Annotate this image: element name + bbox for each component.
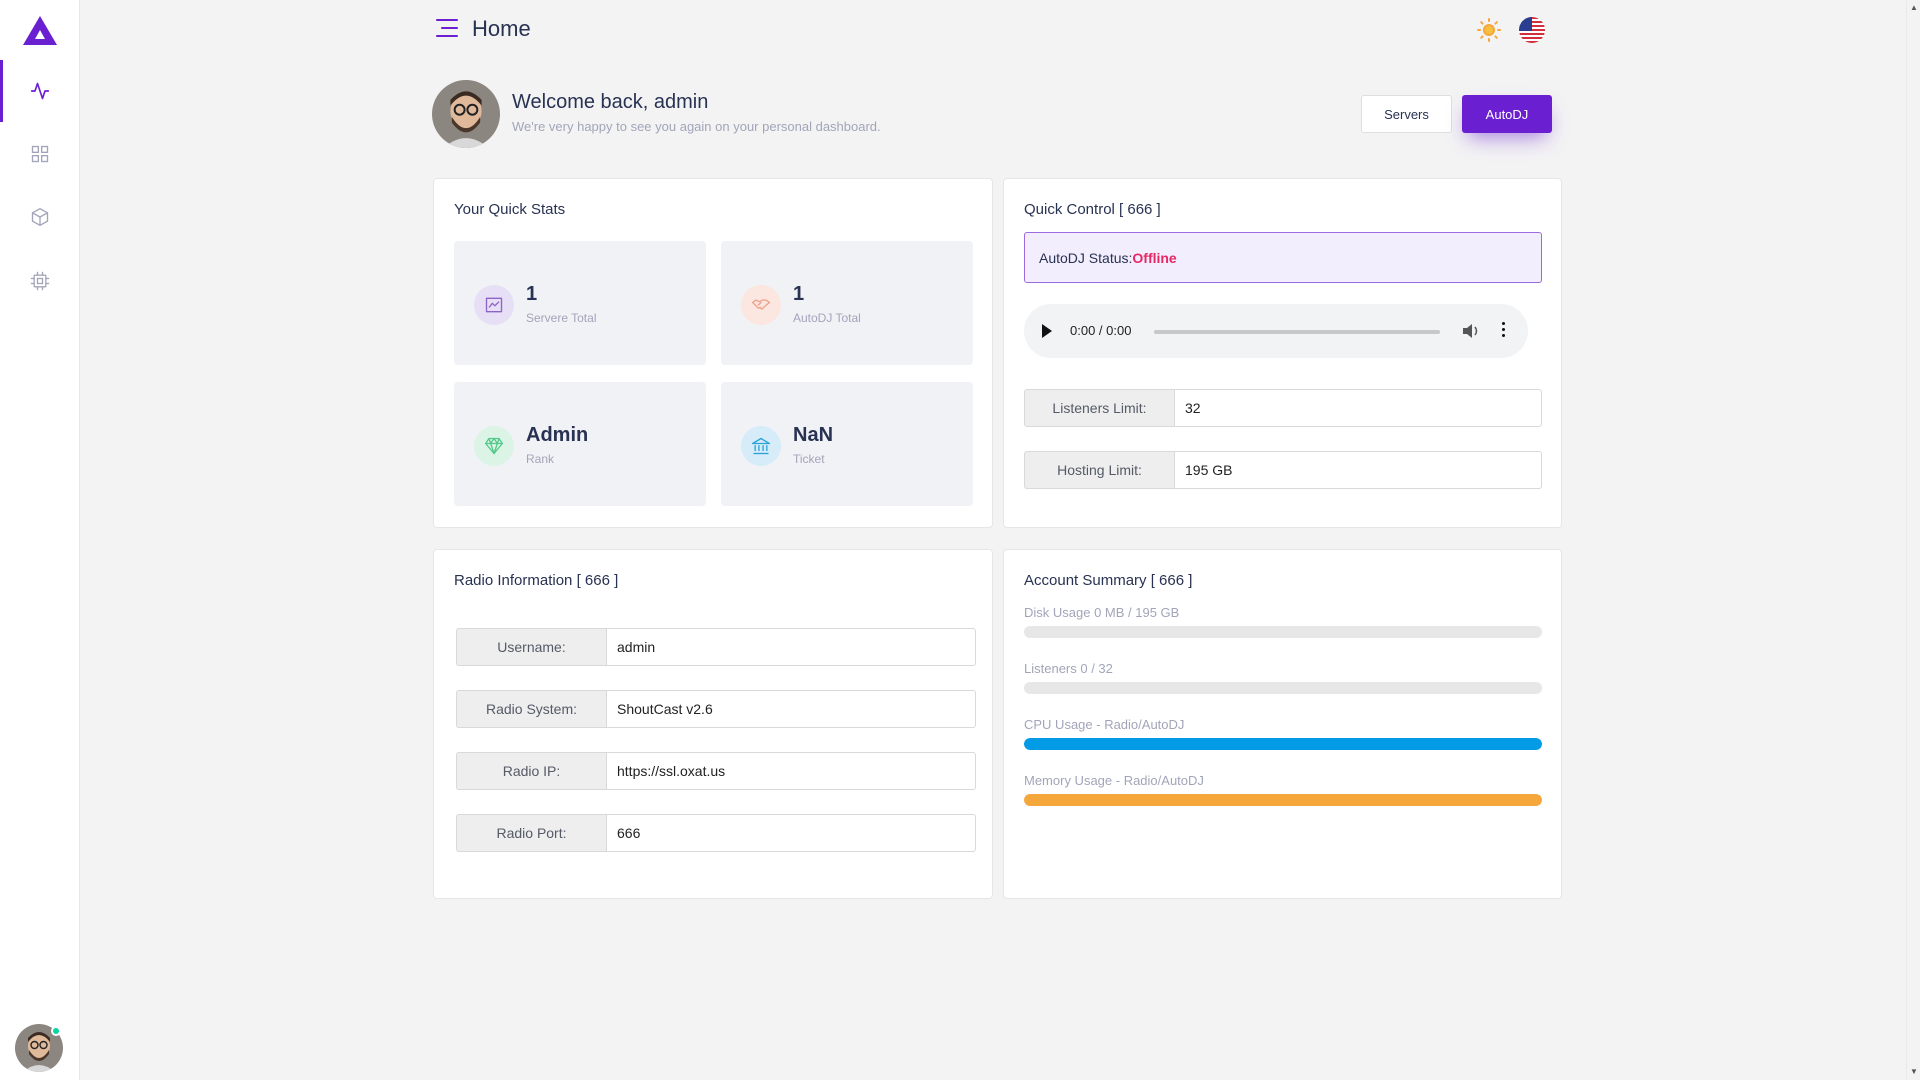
radio-ip-field: Radio IP: https://ssl.oxat.us — [456, 752, 976, 790]
status-label: AutoDJ Status: — [1039, 249, 1133, 266]
memory-usage-fill — [1024, 794, 1542, 806]
welcome-title: Welcome back, admin — [512, 91, 709, 113]
listeners-usage-label: Listeners 0 / 32 — [1024, 661, 1113, 676]
stat-value: 1 — [793, 283, 805, 305]
account-summary-card: Account Summary [ 666 ] Disk Usage 0 MB … — [1003, 549, 1562, 899]
user-face-icon — [432, 80, 500, 148]
menu-icon[interactable] — [436, 18, 458, 38]
radio-information-card: Radio Information [ 666 ] Username: admi… — [433, 549, 993, 899]
cpu-usage-bar — [1024, 738, 1542, 750]
quick-control-title: Quick Control [ 666 ] — [1024, 201, 1161, 218]
stat-label: AutoDJ Total — [793, 311, 861, 325]
stat-value: Admin — [526, 424, 589, 446]
grid-icon — [31, 145, 49, 163]
sidebar — [0, 0, 80, 1080]
sun-icon[interactable] — [1477, 18, 1501, 42]
sidebar-item-cpu[interactable] — [0, 250, 80, 312]
page-scrollbar[interactable]: ▲ ▼ — [1906, 0, 1920, 1080]
welcome-avatar — [432, 80, 500, 148]
listeners-limit-field: Listeners Limit: 32 — [1024, 389, 1542, 427]
listeners-limit-label: Listeners Limit: — [1024, 389, 1174, 427]
radio-ip-label: Radio IP: — [456, 752, 606, 790]
autodj-status: AutoDJ Status: Offline — [1024, 232, 1542, 283]
bank-icon — [741, 426, 781, 466]
stat-label: Servere Total — [526, 311, 597, 325]
chart-icon — [474, 285, 514, 325]
cpu-usage-fill — [1024, 738, 1542, 750]
radio-port-field: Radio Port: 666 — [456, 814, 976, 852]
player-seek-bar[interactable] — [1154, 330, 1440, 334]
stat-autodj: 1 AutoDJ Total — [721, 241, 973, 365]
hosting-limit-field: Hosting Limit: 195 GB — [1024, 451, 1542, 489]
stat-value: 1 — [526, 283, 538, 305]
listeners-limit-input[interactable]: 32 — [1174, 389, 1542, 427]
quick-stats-card: Your Quick Stats 1 Servere Total 1 AutoD… — [433, 178, 993, 528]
sidebar-item-activity[interactable] — [0, 60, 80, 122]
sidebar-item-box[interactable] — [0, 186, 80, 248]
memory-usage-label: Memory Usage - Radio/AutoDJ — [1024, 773, 1204, 788]
servers-button[interactable]: Servers — [1361, 95, 1452, 133]
radio-system-field: Radio System: ShoutCast v2.6 — [456, 690, 976, 728]
listeners-usage-bar — [1024, 682, 1542, 694]
hosting-limit-label: Hosting Limit: — [1024, 451, 1174, 489]
autodj-button[interactable]: AutoDJ — [1462, 95, 1552, 133]
radio-information-title: Radio Information [ 666 ] — [454, 572, 619, 589]
sidebar-item-grid[interactable] — [0, 123, 80, 185]
memory-usage-bar — [1024, 794, 1542, 806]
online-status-dot — [51, 1026, 61, 1036]
disk-usage-label: Disk Usage 0 MB / 195 GB — [1024, 605, 1180, 620]
stat-label: Rank — [526, 452, 555, 466]
page-title: Home — [472, 16, 531, 41]
play-icon[interactable] — [1042, 324, 1052, 338]
scroll-down-icon[interactable]: ▼ — [1910, 1067, 1918, 1076]
quick-control-card: Quick Control [ 666 ] AutoDJ Status: Offl… — [1003, 178, 1562, 528]
account-summary-title: Account Summary [ 666 ] — [1024, 572, 1193, 589]
disk-usage-bar — [1024, 626, 1542, 638]
activity-icon — [30, 82, 50, 100]
username-field: Username: admin — [456, 628, 976, 666]
cpu-icon — [30, 271, 50, 291]
cpu-usage-label: CPU Usage - Radio/AutoDJ — [1024, 717, 1185, 732]
radio-port-label: Radio Port: — [456, 814, 606, 852]
us-flag-icon[interactable] — [1519, 17, 1545, 43]
logo-icon[interactable] — [22, 14, 58, 46]
hosting-limit-input[interactable]: 195 GB — [1174, 451, 1542, 489]
username-input[interactable]: admin — [606, 628, 976, 666]
username-label: Username: — [456, 628, 606, 666]
welcome-subtitle: We're very happy to see you again on you… — [512, 119, 881, 134]
volume-icon[interactable] — [1462, 323, 1480, 339]
more-options-icon[interactable] — [1500, 322, 1506, 340]
handshake-icon — [741, 285, 781, 325]
stat-ticket: NaN Ticket — [721, 382, 973, 506]
diamond-icon — [474, 426, 514, 466]
radio-system-label: Radio System: — [456, 690, 606, 728]
box-icon — [31, 208, 49, 226]
scroll-up-icon[interactable]: ▲ — [1910, 3, 1918, 12]
stat-rank: Admin Rank — [454, 382, 706, 506]
radio-ip-input[interactable]: https://ssl.oxat.us — [606, 752, 976, 790]
stat-label: Ticket — [793, 452, 825, 466]
stat-value: NaN — [793, 424, 834, 446]
radio-system-input[interactable]: ShoutCast v2.6 — [606, 690, 976, 728]
quick-stats-title: Your Quick Stats — [454, 201, 566, 218]
radio-port-input[interactable]: 666 — [606, 814, 976, 852]
player-time: 0:00 / 0:00 — [1070, 323, 1132, 338]
status-badge: Offline — [1132, 249, 1177, 266]
stat-servers: 1 Servere Total — [454, 241, 706, 365]
sidebar-user-avatar[interactable] — [15, 1024, 63, 1072]
audio-player: 0:00 / 0:00 — [1024, 304, 1528, 358]
